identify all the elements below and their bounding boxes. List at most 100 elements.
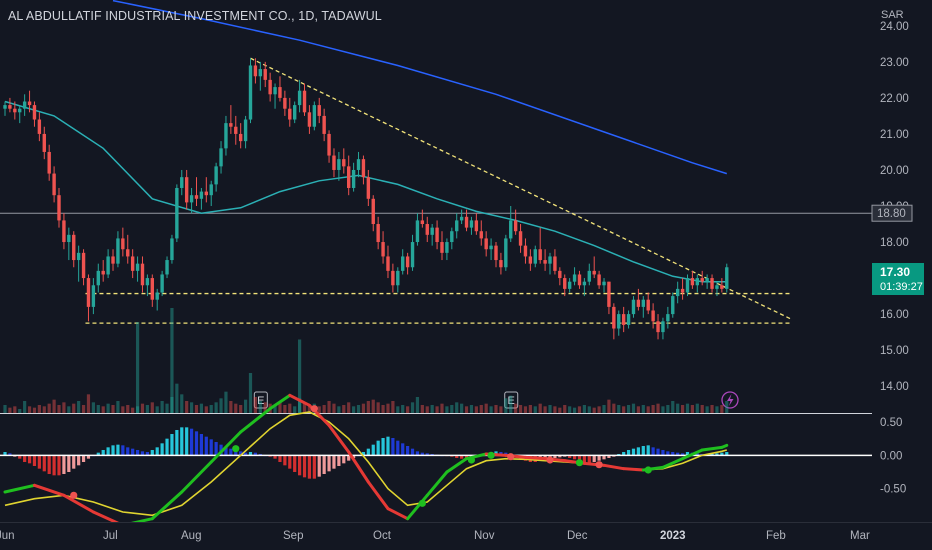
oscillator-fast-segment — [445, 457, 469, 474]
volume-bar — [504, 398, 508, 413]
candle — [337, 151, 341, 181]
histogram-bar — [3, 452, 7, 456]
candle-body — [273, 87, 277, 95]
candle-body — [455, 220, 459, 232]
volume-bar — [695, 403, 699, 413]
candle-body — [607, 281, 611, 307]
volume-bar — [430, 405, 434, 413]
volume-bar — [464, 406, 469, 413]
volume-bar — [42, 406, 46, 413]
candle-body — [518, 231, 523, 246]
currency-label[interactable]: SAR — [881, 9, 904, 21]
candle — [327, 130, 331, 163]
candle — [690, 270, 695, 289]
volume-bar — [469, 405, 474, 413]
resistance-price-tag[interactable]: 18.80 — [871, 204, 913, 222]
volume-bar — [538, 403, 542, 413]
histogram-bar — [725, 452, 729, 456]
indicator-pane[interactable] — [0, 393, 932, 527]
earnings-marker[interactable]: E — [253, 391, 268, 409]
candle-body — [209, 184, 213, 196]
candle — [194, 177, 199, 206]
candle-body — [224, 123, 228, 149]
candle — [671, 292, 675, 318]
candle — [283, 90, 287, 116]
candle — [509, 206, 513, 243]
volume-bar — [474, 406, 478, 413]
candle-body — [445, 242, 449, 253]
last-price-tag[interactable]: 17.30 01:39:27 — [872, 263, 924, 295]
candle — [234, 115, 238, 145]
volume-bar — [106, 403, 110, 413]
lightning-icon[interactable] — [721, 391, 739, 409]
histogram-bar — [185, 427, 189, 456]
candle-body — [165, 260, 169, 275]
histogram-bar — [381, 438, 385, 456]
oscillator-fast-segment — [386, 507, 410, 521]
histogram-bar — [307, 455, 312, 479]
candle-body — [342, 159, 346, 167]
histogram-bar — [8, 453, 12, 456]
volume-bar — [288, 403, 292, 413]
candle — [116, 231, 120, 268]
histogram-bar — [366, 448, 370, 456]
histogram-bar — [131, 448, 135, 456]
histogram-bar — [180, 427, 184, 456]
candle-body — [145, 278, 150, 286]
volume-bar — [577, 406, 582, 413]
candle-body — [170, 238, 174, 261]
volume-bar — [18, 409, 22, 413]
oscillator-fast-segment — [209, 430, 243, 464]
candle-body — [617, 314, 621, 329]
candle — [612, 303, 616, 340]
oscillator-fast-segment — [681, 448, 704, 461]
candle-body — [111, 256, 115, 264]
volume-bar — [641, 405, 645, 413]
candle-body — [96, 270, 100, 286]
volume-bar — [62, 402, 66, 413]
volume-bar — [204, 406, 208, 413]
earnings-marker[interactable]: E — [504, 391, 519, 409]
histogram-bar — [386, 436, 390, 456]
candle — [106, 249, 110, 279]
histogram-bar — [116, 444, 120, 456]
histogram-bar — [302, 455, 307, 478]
volume-bar — [391, 401, 395, 413]
indicator-tick-label: -0.50 — [880, 484, 906, 496]
candle — [533, 245, 537, 268]
indicator-tick-label: 0.00 — [880, 450, 902, 462]
histogram-bar — [376, 440, 380, 456]
candle-body — [567, 281, 572, 289]
resistance-tag-box — [871, 204, 913, 222]
candle-body — [420, 220, 425, 225]
time-axis-background — [0, 522, 932, 550]
candle — [302, 83, 307, 116]
candle-body — [155, 292, 159, 300]
candle-body — [366, 177, 371, 199]
candle-body — [194, 195, 199, 199]
histogram-bar — [135, 450, 140, 456]
volume-bar — [592, 407, 596, 413]
histogram-bar — [322, 455, 326, 474]
trendline[interactable] — [250, 57, 793, 321]
candle — [229, 105, 233, 134]
volume-bar — [189, 402, 194, 413]
candle-body — [140, 263, 145, 286]
volume-bar — [81, 405, 86, 413]
candle — [111, 249, 115, 271]
cross-dot — [487, 451, 495, 459]
volume-bar — [57, 405, 61, 413]
candle — [273, 83, 277, 109]
volume-bar — [13, 406, 17, 413]
candle-body — [302, 90, 307, 113]
histogram-bar — [243, 452, 248, 456]
candle — [538, 227, 542, 264]
candle-body — [337, 159, 341, 170]
volume-bar — [160, 401, 164, 413]
histogram-bar — [661, 450, 665, 456]
volume-bar — [185, 401, 189, 413]
price-tick-label: 20.00 — [880, 165, 909, 177]
